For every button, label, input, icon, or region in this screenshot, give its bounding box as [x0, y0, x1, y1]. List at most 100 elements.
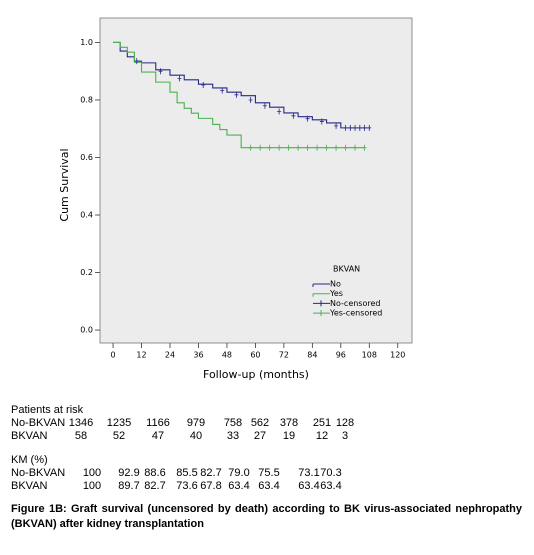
censor-mark	[343, 144, 348, 151]
table-title: KM (%)	[11, 454, 48, 466]
table-cell: 1235	[107, 417, 131, 429]
table-cell: 758	[224, 417, 242, 429]
row-label: BKVAN	[11, 480, 48, 492]
table-cell: 85.5	[176, 467, 197, 479]
censor-mark	[220, 87, 225, 94]
table-cell: 27	[254, 430, 266, 442]
y-tick-label: 0.0	[80, 326, 93, 335]
censor-mark	[248, 144, 253, 151]
censor-mark	[319, 118, 324, 125]
censor-mark	[343, 124, 348, 131]
x-tick-label: 36	[193, 351, 203, 360]
censor-mark	[262, 102, 267, 109]
censor-mark	[305, 115, 310, 122]
y-axis-label: Cum Survival	[58, 148, 71, 221]
x-tick-label: 12	[136, 351, 146, 360]
censor-mark	[362, 144, 367, 151]
table-cell: 82.7	[144, 480, 165, 492]
censor-mark	[367, 124, 372, 131]
x-tick-label: 60	[250, 351, 260, 360]
table-cell: 19	[283, 430, 295, 442]
table-cell: 79.0	[228, 467, 249, 479]
y-tick-label: 0.2	[80, 268, 93, 277]
table-cell: 1346	[69, 417, 93, 429]
table-cell: 12	[316, 430, 328, 442]
censor-mark	[362, 124, 367, 131]
table-cell: 979	[187, 417, 205, 429]
x-tick-label: 24	[165, 351, 175, 360]
censor-mark	[353, 144, 358, 151]
table-cell: 40	[190, 430, 202, 442]
legend-title: BKVAN	[333, 265, 360, 274]
table-cell: 100	[83, 467, 101, 479]
x-tick-label: 108	[362, 351, 377, 360]
table-cell: 88.6	[144, 467, 165, 479]
table-cell: 82.7	[200, 467, 221, 479]
x-tick-label: 48	[222, 351, 232, 360]
x-tick-label: 96	[336, 351, 346, 360]
row-label: No-BKVAN	[11, 467, 65, 479]
legend-label: No-censored	[330, 299, 380, 308]
table-cell: 562	[251, 417, 269, 429]
censor-mark	[291, 112, 296, 119]
table-cell: 378	[280, 417, 298, 429]
table-cell: 67.8	[200, 480, 221, 492]
table-cell: 251	[313, 417, 331, 429]
table-cell: 63.4	[258, 480, 279, 492]
legend-label: Yes-censored	[329, 309, 382, 318]
table-cell: 63.4	[320, 480, 341, 492]
row-label: No-BKVAN	[11, 417, 65, 429]
censor-mark	[296, 144, 301, 151]
censor-mark	[315, 144, 320, 151]
censor-mark	[201, 82, 206, 89]
table-cell: 52	[113, 430, 125, 442]
table-cell: 92.9	[118, 467, 139, 479]
table-cell: 89.7	[118, 480, 139, 492]
censor-mark	[277, 108, 282, 115]
x-tick-label: 120	[390, 351, 405, 360]
table-title: Patients at risk	[11, 404, 84, 416]
table-cell: 33	[227, 430, 239, 442]
censor-mark	[353, 124, 358, 131]
table-cell: 70.3	[320, 467, 341, 479]
table-cell: 3	[342, 430, 348, 442]
censor-mark	[334, 144, 339, 151]
censor-mark	[357, 124, 362, 131]
censor-mark	[258, 144, 263, 151]
x-axis-label: Follow-up (months)	[203, 368, 309, 381]
censor-mark	[234, 91, 239, 98]
censor-mark	[248, 96, 253, 103]
legend-label: Yes	[329, 289, 343, 298]
legend-label: No	[330, 280, 341, 289]
row-label: BKVAN	[11, 430, 48, 442]
y-tick-label: 1.0	[80, 38, 93, 47]
table-cell: 1166	[146, 417, 170, 429]
x-tick-label: 84	[307, 351, 317, 360]
y-tick-label: 0.8	[80, 95, 93, 104]
censor-mark	[134, 58, 139, 65]
censor-mark	[177, 75, 182, 82]
table-cell: 63.4	[228, 480, 249, 492]
plot-area	[99, 17, 413, 344]
table-cell: 58	[75, 430, 87, 442]
x-tick-label: 72	[279, 351, 289, 360]
caption: Figure 1B: Graft survival (uncensored by…	[11, 503, 522, 530]
table-cell: 75.5	[258, 467, 279, 479]
censor-mark	[324, 144, 329, 151]
table-cell: 100	[83, 480, 101, 492]
table-cell: 63.4	[298, 480, 319, 492]
y-tick-label: 0.6	[80, 153, 93, 162]
censor-mark	[305, 144, 310, 151]
censor-mark	[334, 122, 339, 129]
table-cell: 73.6	[176, 480, 197, 492]
censor-mark	[158, 68, 163, 75]
survival-curve	[113, 41, 365, 149]
censor-mark	[277, 144, 282, 151]
table-cell: 73.1	[298, 467, 319, 479]
x-tick-label: 0	[111, 351, 116, 360]
censor-mark	[267, 144, 272, 151]
y-tick-label: 0.4	[80, 211, 93, 220]
table-cell: 47	[152, 430, 164, 442]
chart: Cum Survival Follow-up (months) BKVAN 0.…	[11, 17, 413, 492]
